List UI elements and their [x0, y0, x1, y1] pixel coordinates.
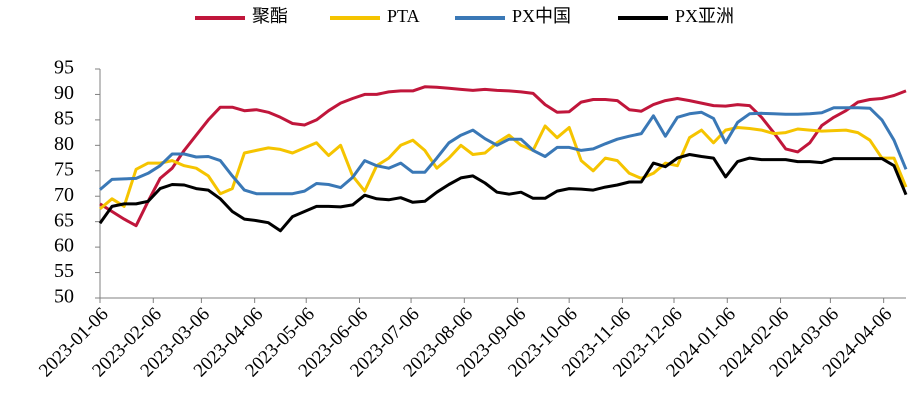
series-line [99, 85, 907, 228]
y-tick-label: 55 [54, 260, 74, 282]
y-tick-label: 60 [54, 235, 74, 257]
legend-label: PX中国 [512, 6, 571, 26]
y-tick-label: 65 [54, 209, 74, 231]
y-tick-label: 50 [54, 286, 74, 308]
legend-label: PTA [387, 6, 420, 26]
legend-label: PX亚洲 [675, 6, 734, 26]
y-tick-label: 95 [54, 57, 74, 79]
y-tick-label: 85 [54, 107, 74, 129]
y-tick-label: 75 [54, 158, 74, 180]
legend-label: 聚酯 [252, 6, 288, 26]
y-tick-label: 90 [54, 82, 74, 104]
y-tick-label: 80 [54, 133, 74, 155]
series-line [99, 106, 908, 196]
series-line [99, 124, 908, 211]
y-tick-label: 70 [54, 184, 74, 206]
series-line [98, 153, 908, 233]
